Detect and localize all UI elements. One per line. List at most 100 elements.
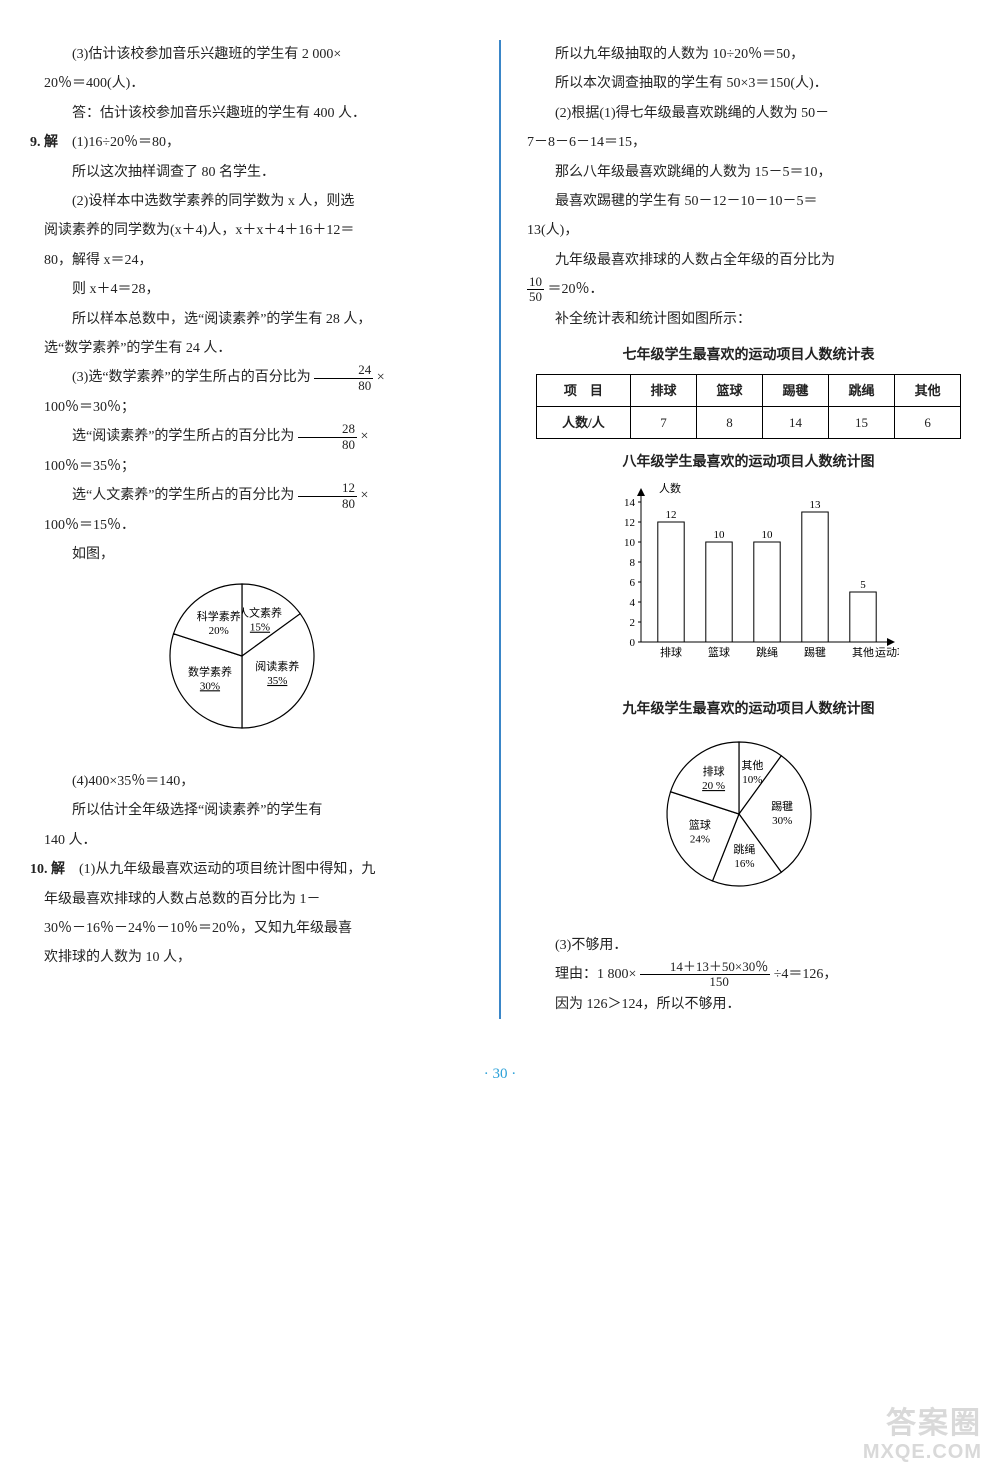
table-cell: 6 bbox=[895, 406, 961, 438]
text: 所以九年级抽取的人数为 10÷20％＝50， bbox=[527, 40, 970, 69]
q10-label: 10. 解 bbox=[30, 862, 65, 877]
text: (1)从九年级最喜欢运动的项目统计图中得知，九 bbox=[79, 862, 375, 877]
text: (3)选“数学素养”的学生所占的百分比为 bbox=[72, 370, 311, 385]
svg-text:其他: 其他 bbox=[852, 646, 874, 659]
svg-text:人数: 人数 bbox=[659, 482, 681, 495]
svg-text:踢毽: 踢毽 bbox=[804, 645, 826, 659]
svg-text:篮球: 篮球 bbox=[708, 645, 730, 659]
text: 年级最喜欢排球的人数占总数的百分比为 1－ bbox=[30, 885, 473, 914]
watermark-l1: 答案圈 bbox=[863, 1407, 982, 1442]
svg-text:阅读素养: 阅读素养 bbox=[255, 659, 299, 673]
table-cell: 8 bbox=[697, 406, 763, 438]
pie-chart-2: 其他10%踢毽30%跳绳16%篮球24%排球20 % bbox=[527, 729, 970, 920]
svg-text:运动项目: 运动项目 bbox=[875, 646, 899, 659]
svg-text:排球: 排球 bbox=[660, 645, 682, 659]
text: ＝20％． bbox=[548, 282, 604, 297]
fraction: 1280 bbox=[298, 481, 357, 511]
text: 答：估计该校参加音乐兴趣班的学生有 400 人． bbox=[30, 99, 473, 128]
svg-text:10: 10 bbox=[713, 529, 725, 541]
text: 80，解得 x＝24， bbox=[30, 246, 473, 275]
q10: 10. 解 (1)从九年级最喜欢运动的项目统计图中得知，九 bbox=[30, 855, 473, 884]
svg-text:2: 2 bbox=[629, 617, 635, 629]
svg-text:0: 0 bbox=[629, 637, 635, 649]
text: 选“数学素养”的学生有 24 人． bbox=[30, 334, 473, 363]
svg-text:10%: 10% bbox=[742, 774, 762, 786]
text: (2)根据(1)得七年级最喜欢跳绳的人数为 50－ bbox=[527, 99, 970, 128]
svg-text:踢毽: 踢毽 bbox=[771, 799, 793, 813]
fraction: 1050 bbox=[527, 275, 544, 305]
svg-text:12: 12 bbox=[624, 517, 635, 529]
svg-text:科学素养: 科学素养 bbox=[196, 609, 240, 623]
fraction: 2480 bbox=[314, 363, 373, 393]
svg-text:10: 10 bbox=[761, 529, 773, 541]
pie2-svg: 其他10%踢毽30%跳绳16%篮球24%排球20 % bbox=[639, 729, 859, 909]
table-header: 其他 bbox=[895, 374, 961, 406]
text: (4)400×35％＝140， bbox=[30, 767, 473, 796]
svg-text:35%: 35% bbox=[267, 675, 287, 687]
table-header: 跳绳 bbox=[829, 374, 895, 406]
text: 欢排球的人数为 10 人， bbox=[30, 943, 473, 972]
table-header: 篮球 bbox=[697, 374, 763, 406]
bar-svg: 02468101214人数12排球10篮球10跳绳13踢毽5其他运动项目 bbox=[599, 482, 899, 672]
bar-title: 八年级学生最喜欢的运动项目人数统计图 bbox=[527, 447, 970, 476]
text: 100％＝15％． bbox=[30, 511, 473, 540]
table-title: 七年级学生最喜欢的运动项目人数统计表 bbox=[527, 340, 970, 369]
svg-text:16%: 16% bbox=[734, 858, 754, 870]
text: 140 人． bbox=[30, 826, 473, 855]
text: ÷4＝126， bbox=[774, 967, 838, 982]
table-row: 人数/人7814156 bbox=[536, 406, 960, 438]
text: (3)估计该校参加音乐兴趣班的学生有 2 000× bbox=[30, 40, 473, 69]
text: (3)选“数学素养”的学生所占的百分比为 2480 × bbox=[30, 363, 473, 393]
table-cell: 15 bbox=[829, 406, 895, 438]
svg-text:其他: 其他 bbox=[741, 759, 763, 772]
svg-text:排球: 排球 bbox=[702, 764, 724, 778]
text: 选“阅读素养”的学生所占的百分比为 bbox=[72, 429, 294, 444]
grade7-table: 项 目排球篮球踢毽跳绳其他 人数/人7814156 bbox=[536, 374, 961, 440]
svg-text:篮球: 篮球 bbox=[688, 818, 710, 832]
text: × bbox=[360, 429, 368, 444]
page-number: · 30 · bbox=[30, 1059, 970, 1091]
svg-text:数学素养: 数学素养 bbox=[187, 664, 231, 678]
svg-text:8: 8 bbox=[629, 557, 635, 569]
text: 理由：1 800× bbox=[555, 967, 636, 982]
text: 因为 126＞124，所以不够用． bbox=[527, 990, 970, 1019]
column-divider bbox=[499, 40, 501, 1019]
bar-chart: 02468101214人数12排球10篮球10跳绳13踢毽5其他运动项目 bbox=[527, 482, 970, 683]
page-columns: (3)估计该校参加音乐兴趣班的学生有 2 000× 20％＝400(人)． 答：… bbox=[30, 40, 970, 1019]
text: 7－8－6－14＝15， bbox=[527, 128, 970, 157]
text: 九年级最喜欢排球的人数占全年级的百分比为 bbox=[527, 246, 970, 275]
table-cell: 14 bbox=[763, 406, 829, 438]
text: 100％＝30％； bbox=[30, 393, 473, 422]
table-header: 踢毽 bbox=[763, 374, 829, 406]
text: 理由：1 800× 14＋13＋50×30％150 ÷4＝126， bbox=[527, 960, 970, 990]
text: (3)不够用． bbox=[527, 931, 970, 960]
table-header-row: 项 目排球篮球踢毽跳绳其他 bbox=[536, 374, 960, 406]
pie1-svg: 人文素养15%阅读素养35%数学素养30%科学素养20% bbox=[142, 576, 362, 746]
svg-text:跳绳: 跳绳 bbox=[733, 842, 755, 856]
text: × bbox=[377, 370, 385, 385]
text: 最喜欢踢毽的学生有 50－12－10－10－5＝ bbox=[527, 187, 970, 216]
q9-label: 9. 解 bbox=[30, 135, 58, 150]
watermark-l2: MXQE.COM bbox=[863, 1441, 982, 1464]
table-row-label: 人数/人 bbox=[536, 406, 630, 438]
text: × bbox=[360, 488, 368, 503]
text: 13(人)， bbox=[527, 216, 970, 245]
svg-text:4: 4 bbox=[629, 597, 635, 609]
svg-text:6: 6 bbox=[629, 577, 635, 589]
text: 20％＝400(人)． bbox=[30, 69, 473, 98]
svg-text:15%: 15% bbox=[249, 621, 269, 633]
text: 所以这次抽样调查了 80 名学生． bbox=[30, 158, 473, 187]
text: 所以本次调查抽取的学生有 50×3＝150(人)． bbox=[527, 69, 970, 98]
text: 100％＝35％； bbox=[30, 452, 473, 481]
text: 1050 ＝20％． bbox=[527, 275, 970, 305]
svg-text:5: 5 bbox=[860, 579, 866, 591]
fraction: 2880 bbox=[298, 422, 357, 452]
left-column: (3)估计该校参加音乐兴趣班的学生有 2 000× 20％＝400(人)． 答：… bbox=[30, 40, 473, 1019]
svg-text:12: 12 bbox=[665, 509, 676, 521]
svg-text:跳绳: 跳绳 bbox=[756, 645, 778, 659]
text: 所以估计全年级选择“阅读素养”的学生有 bbox=[30, 796, 473, 825]
svg-text:13: 13 bbox=[809, 499, 821, 511]
text: 选“人文素养”的学生所占的百分比为 bbox=[72, 488, 294, 503]
svg-text:14: 14 bbox=[624, 497, 636, 509]
table-cell: 7 bbox=[630, 406, 696, 438]
